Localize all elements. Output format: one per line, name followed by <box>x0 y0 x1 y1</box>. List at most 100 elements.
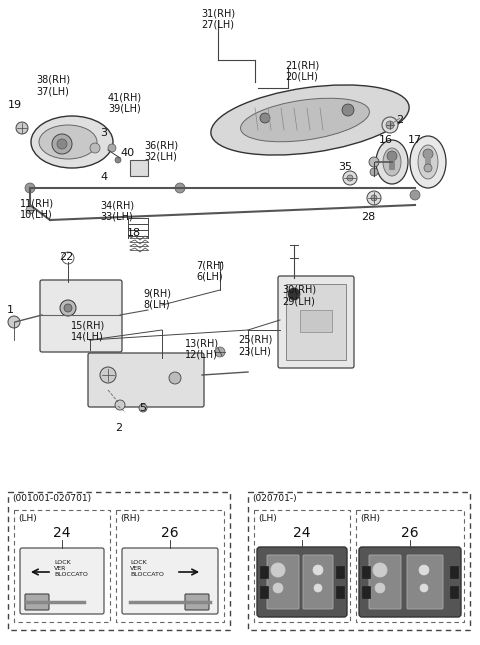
Circle shape <box>52 134 72 154</box>
Text: (LH): (LH) <box>18 514 37 523</box>
Text: (RH): (RH) <box>120 514 140 523</box>
Circle shape <box>90 143 100 153</box>
Text: 26: 26 <box>401 526 419 540</box>
Text: 35: 35 <box>338 162 352 172</box>
Circle shape <box>175 183 185 193</box>
Bar <box>450 566 458 578</box>
Circle shape <box>26 206 34 214</box>
Circle shape <box>100 367 116 383</box>
Circle shape <box>273 583 283 593</box>
Bar <box>260 566 268 578</box>
Circle shape <box>343 171 357 185</box>
Text: 15(RH)
14(LH): 15(RH) 14(LH) <box>71 320 105 342</box>
Bar <box>336 566 344 578</box>
Bar <box>300 310 332 332</box>
Text: 18: 18 <box>127 228 141 238</box>
Circle shape <box>260 113 270 123</box>
FancyBboxPatch shape <box>267 555 299 609</box>
Text: 3: 3 <box>100 128 107 138</box>
Text: 40: 40 <box>120 148 134 158</box>
Bar <box>260 586 268 598</box>
Circle shape <box>16 122 28 134</box>
Text: 5: 5 <box>140 403 146 413</box>
Text: (020701-): (020701-) <box>252 494 297 503</box>
Circle shape <box>347 175 353 181</box>
Text: 26: 26 <box>161 526 179 540</box>
Circle shape <box>369 157 379 167</box>
Bar <box>248 492 470 630</box>
Circle shape <box>60 300 76 316</box>
Bar <box>8 492 230 630</box>
Bar <box>389 158 395 170</box>
Text: 34(RH)
33(LH): 34(RH) 33(LH) <box>100 200 134 222</box>
Text: 17: 17 <box>408 135 422 145</box>
Text: 13(RH)
12(LH): 13(RH) 12(LH) <box>185 338 219 360</box>
Bar <box>450 586 458 598</box>
Bar <box>356 510 464 622</box>
Circle shape <box>373 563 387 577</box>
FancyBboxPatch shape <box>278 276 354 368</box>
Text: 31(RH)
27(LH): 31(RH) 27(LH) <box>201 8 235 30</box>
Text: (RH): (RH) <box>360 514 380 523</box>
FancyBboxPatch shape <box>369 555 401 609</box>
Circle shape <box>314 584 322 592</box>
Text: (001001-020701): (001001-020701) <box>12 494 91 503</box>
Text: 11(RH)
10(LH): 11(RH) 10(LH) <box>20 198 54 219</box>
Circle shape <box>139 404 147 412</box>
Text: 19: 19 <box>8 100 22 110</box>
Circle shape <box>215 347 225 357</box>
FancyBboxPatch shape <box>20 548 104 614</box>
FancyBboxPatch shape <box>88 353 204 407</box>
Circle shape <box>371 195 377 201</box>
Text: 36(RH)
32(LH): 36(RH) 32(LH) <box>144 140 178 162</box>
Circle shape <box>382 117 398 133</box>
Text: LOCK
VER
BLOCCATO: LOCK VER BLOCCATO <box>54 560 88 577</box>
Text: 1: 1 <box>7 305 13 315</box>
Ellipse shape <box>383 148 401 176</box>
Bar <box>254 510 350 622</box>
Text: 41(RH)
39(LH): 41(RH) 39(LH) <box>108 92 142 114</box>
Text: 22: 22 <box>59 252 73 262</box>
Bar <box>130 160 148 176</box>
Circle shape <box>115 157 121 163</box>
Text: 21(RH)
20(LH): 21(RH) 20(LH) <box>285 60 319 82</box>
Circle shape <box>169 372 181 384</box>
Circle shape <box>313 565 323 575</box>
FancyBboxPatch shape <box>122 548 218 614</box>
Circle shape <box>8 316 20 328</box>
Circle shape <box>423 149 433 159</box>
FancyBboxPatch shape <box>257 547 347 617</box>
Circle shape <box>288 288 300 300</box>
Circle shape <box>424 164 432 172</box>
Circle shape <box>410 190 420 200</box>
Circle shape <box>25 183 35 193</box>
Ellipse shape <box>211 85 409 155</box>
Text: 4: 4 <box>100 172 108 182</box>
Ellipse shape <box>410 136 446 188</box>
FancyBboxPatch shape <box>303 555 333 609</box>
Text: LOCK
VER
BLOCCATO: LOCK VER BLOCCATO <box>130 560 164 577</box>
Circle shape <box>420 584 428 592</box>
Text: 24: 24 <box>293 526 311 540</box>
Bar <box>425 156 431 170</box>
FancyBboxPatch shape <box>407 555 443 609</box>
Circle shape <box>115 400 125 410</box>
Ellipse shape <box>31 116 113 168</box>
Bar <box>362 586 370 598</box>
Circle shape <box>375 583 385 593</box>
Bar <box>336 586 344 598</box>
Circle shape <box>57 139 67 149</box>
Circle shape <box>108 144 116 152</box>
Circle shape <box>342 104 354 116</box>
Text: 9(RH)
8(LH): 9(RH) 8(LH) <box>143 288 171 310</box>
Circle shape <box>367 191 381 205</box>
Text: 2: 2 <box>115 423 122 433</box>
Circle shape <box>64 304 72 312</box>
FancyBboxPatch shape <box>40 280 122 352</box>
Ellipse shape <box>376 140 408 184</box>
Text: 38(RH)
37(LH): 38(RH) 37(LH) <box>36 75 70 97</box>
Text: 2: 2 <box>396 115 404 125</box>
Text: 24: 24 <box>53 526 71 540</box>
Text: 16: 16 <box>379 135 393 145</box>
Circle shape <box>271 563 285 577</box>
